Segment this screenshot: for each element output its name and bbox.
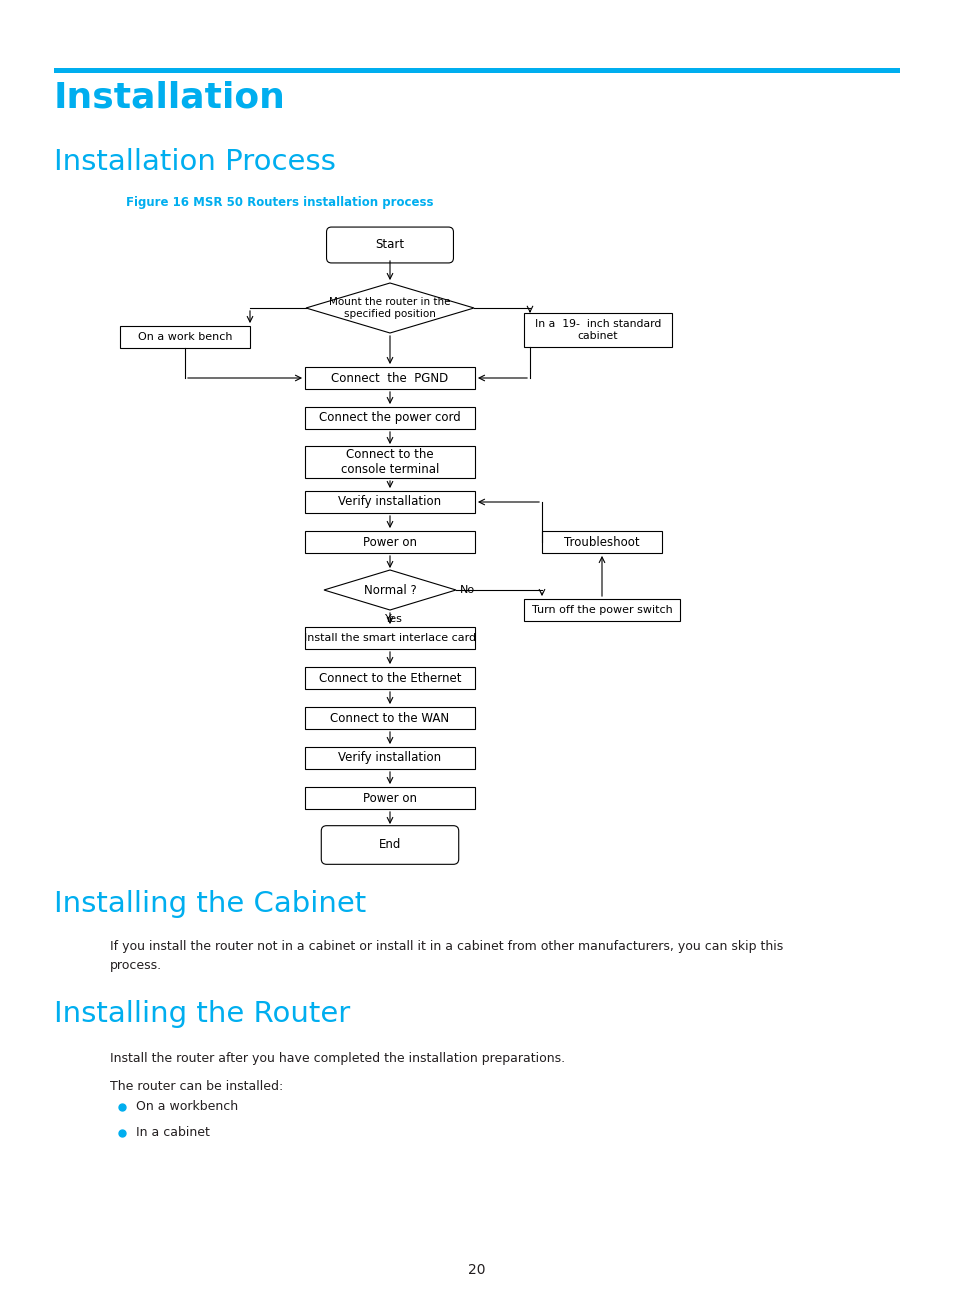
Text: Mount the router in the
specified position: Mount the router in the specified positi… — [329, 297, 450, 319]
Bar — [305, 667, 475, 689]
Text: Verify installation: Verify installation — [338, 752, 441, 765]
Bar — [305, 531, 475, 553]
Text: Power on: Power on — [363, 792, 416, 805]
Text: Verify installation: Verify installation — [338, 495, 441, 508]
Bar — [120, 327, 250, 349]
Text: Connect to the WAN: Connect to the WAN — [330, 712, 449, 724]
Bar — [54, 67, 899, 73]
Text: No: No — [459, 584, 475, 595]
Text: 20: 20 — [468, 1264, 485, 1277]
Text: Connect to the Ethernet: Connect to the Ethernet — [318, 671, 460, 684]
Text: Turn off the power switch: Turn off the power switch — [531, 605, 672, 616]
FancyBboxPatch shape — [321, 826, 458, 864]
Polygon shape — [324, 570, 456, 610]
Text: Normal ?: Normal ? — [363, 583, 416, 596]
Bar — [305, 367, 475, 389]
Text: On a workbench: On a workbench — [136, 1100, 238, 1113]
FancyBboxPatch shape — [326, 227, 453, 263]
Text: Figure 16 MSR 50 Routers installation process: Figure 16 MSR 50 Routers installation pr… — [126, 196, 433, 209]
Text: Connect to the
console terminal: Connect to the console terminal — [340, 448, 438, 476]
Text: If you install the router not in a cabinet or install it in a cabinet from other: If you install the router not in a cabin… — [110, 940, 782, 972]
Text: Install the smart interlace card: Install the smart interlace card — [304, 632, 476, 643]
Bar — [305, 708, 475, 728]
Text: Installation Process: Installation Process — [54, 148, 335, 176]
Bar — [305, 627, 475, 649]
Bar — [541, 531, 661, 553]
Bar — [305, 746, 475, 769]
Text: Installing the Router: Installing the Router — [54, 1001, 350, 1028]
Text: The router can be installed:: The router can be installed: — [110, 1080, 283, 1093]
Bar — [305, 407, 475, 429]
Bar — [305, 491, 475, 513]
Text: Troubleshoot: Troubleshoot — [563, 535, 639, 548]
Text: In a  19-  inch standard
cabinet: In a 19- inch standard cabinet — [535, 319, 660, 341]
Text: Connect  the  PGND: Connect the PGND — [331, 372, 448, 385]
Text: On a work bench: On a work bench — [137, 332, 232, 342]
Bar — [523, 314, 671, 347]
Bar — [523, 599, 679, 621]
Polygon shape — [306, 283, 474, 333]
Text: End: End — [378, 839, 401, 851]
Text: Start: Start — [375, 238, 404, 251]
Text: Power on: Power on — [363, 535, 416, 548]
Bar — [305, 446, 475, 478]
Text: Yes: Yes — [385, 614, 402, 623]
Text: Installation: Installation — [54, 80, 286, 114]
Text: Install the router after you have completed the installation preparations.: Install the router after you have comple… — [110, 1052, 564, 1065]
Text: Connect the power cord: Connect the power cord — [319, 412, 460, 425]
Bar — [305, 787, 475, 809]
Text: In a cabinet: In a cabinet — [136, 1126, 210, 1139]
Text: Installing the Cabinet: Installing the Cabinet — [54, 890, 366, 918]
